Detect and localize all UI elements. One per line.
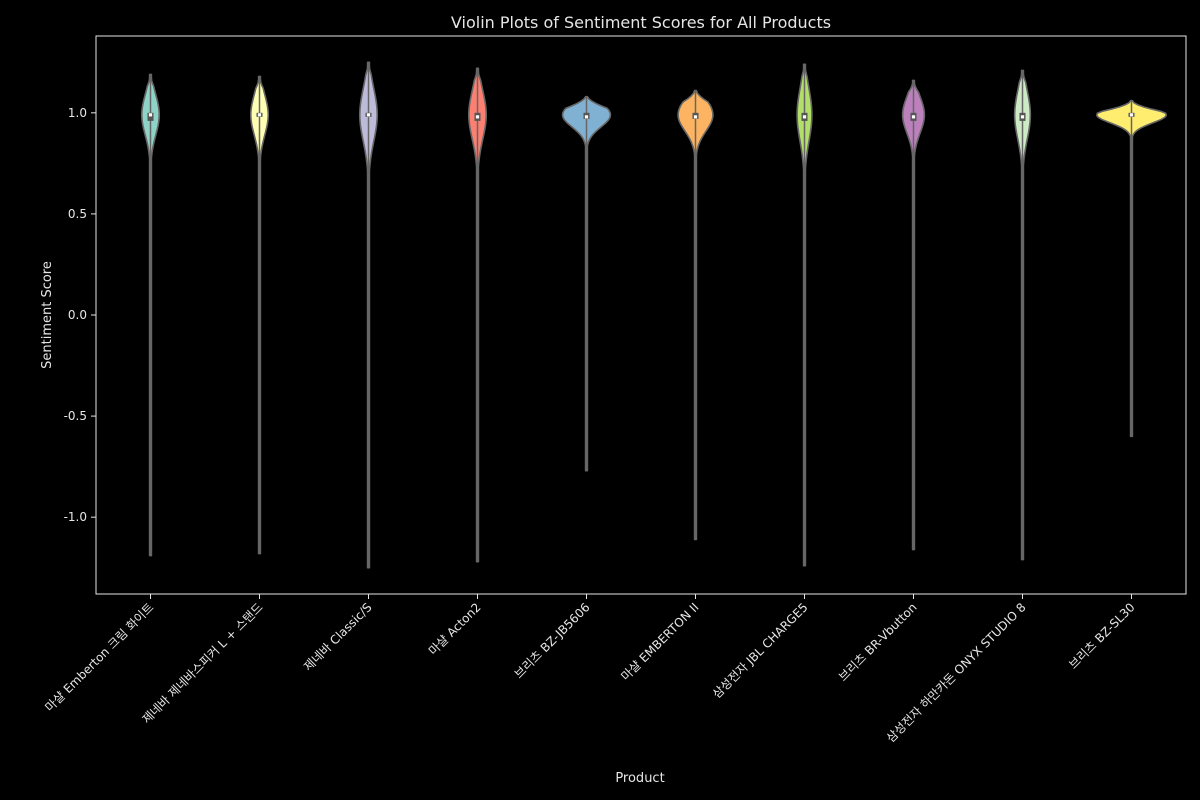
violin-median (1129, 113, 1134, 117)
y-axis-title: Sentiment Score (40, 261, 55, 369)
x-tick-label: 마샬 Acton2 (426, 600, 484, 658)
y-tick-label: 0.5 (68, 207, 87, 221)
violin (561, 95, 612, 472)
x-axis-title: Product (615, 771, 664, 786)
violin-median (802, 115, 807, 119)
y-tick-label: 1.0 (68, 106, 87, 120)
violin-iqr-box (147, 112, 154, 121)
y-tick-label: 0.0 (68, 308, 87, 322)
violin (467, 67, 488, 563)
x-tick-label: 삼성전자 JBL CHARGE5 (710, 600, 811, 701)
x-tick-label: 마샬 EMBERTON II (618, 600, 701, 683)
x-tick-label: 제네바 제네바스피커 L + 스탠드 (139, 600, 265, 726)
violin-median (257, 113, 262, 117)
violin-median (366, 113, 371, 117)
violin-median (693, 115, 698, 119)
x-tick-label: 브리츠 BZ-SL30 (1066, 600, 1137, 671)
y-tick-label: -1.0 (64, 510, 87, 524)
violin (141, 73, 160, 557)
violin (249, 75, 270, 555)
violin (901, 79, 926, 551)
y-tick-label: -0.5 (64, 409, 87, 423)
violin (677, 89, 714, 541)
violin (358, 61, 379, 569)
violin (796, 63, 813, 567)
violin-median (584, 115, 589, 119)
violin (1095, 99, 1168, 438)
violin-median (1020, 115, 1025, 119)
violin-median (911, 115, 916, 119)
x-tick-label: 제네바 Classic/S (301, 600, 375, 674)
plot-area (141, 61, 1168, 569)
y-axis: 1.0 0.5 0.0 -0.5 -1.0 (64, 106, 96, 524)
violin (1013, 69, 1032, 561)
violin-median (475, 115, 480, 119)
x-tick-label: 브리츠 BZ-JB5606 (512, 600, 593, 681)
x-tick-label: 브리츠 BR-Vbutton (836, 600, 920, 684)
violin-median (148, 113, 153, 117)
chart-title: Violin Plots of Sentiment Scores for All… (451, 13, 831, 32)
x-tick-label: 마샬 Emberton 크림 화이트 (42, 600, 156, 714)
